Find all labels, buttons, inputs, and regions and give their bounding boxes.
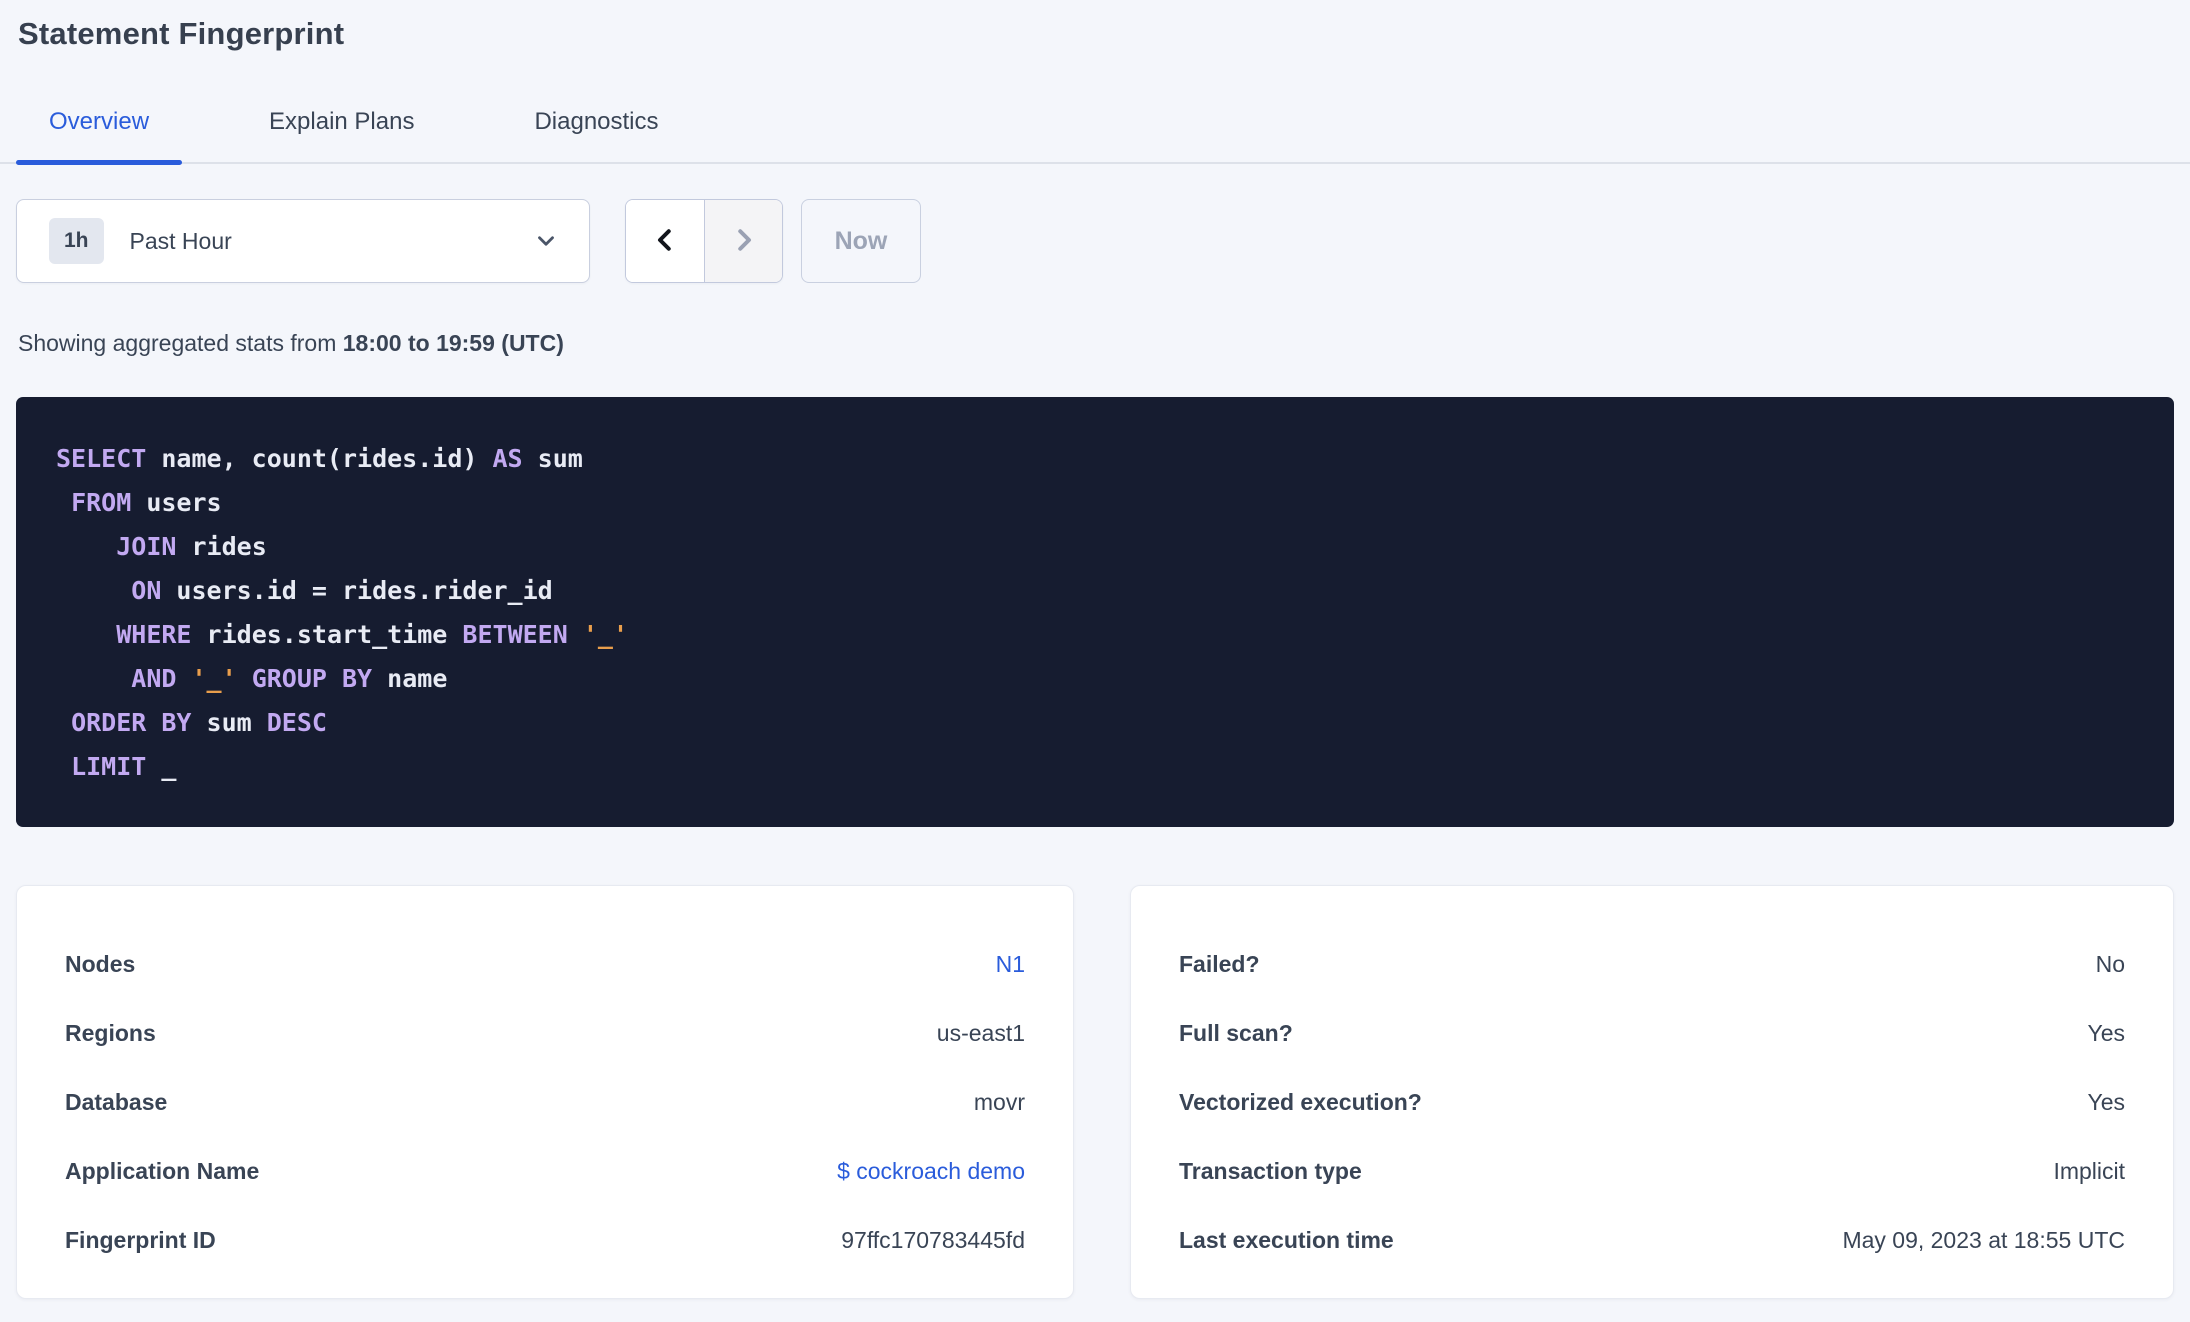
info-row-application-name: Application Name $ cockroach demo <box>65 1137 1025 1206</box>
info-label: Full scan? <box>1179 1020 1293 1046</box>
summary-cards: Nodes N1 Regions us-east1 Database movr Applic… <box>16 885 2174 1299</box>
code-line: SELECT name, count(rides.id) AS sum <box>56 444 583 473</box>
time-range-badge: 1h <box>49 218 104 264</box>
tab-explain-plans[interactable]: Explain Plans <box>269 108 415 135</box>
code-line: ON users.id = rides.rider_id <box>131 576 553 605</box>
info-value: Implicit <box>2053 1158 2125 1184</box>
chevron-left-icon <box>650 225 680 258</box>
time-range-select[interactable]: 1h Past Hour <box>16 199 590 283</box>
info-label: Regions <box>65 1020 156 1046</box>
info-value: No <box>2095 951 2125 977</box>
time-controls: 1h Past Hour <box>16 199 2190 283</box>
info-label: Transaction type <box>1179 1158 1362 1184</box>
tab-overview[interactable]: Overview <box>16 102 183 165</box>
sql-code-block: SELECT name, count(rides.id) AS sum FROM… <box>16 397 2174 827</box>
info-label: Nodes <box>65 951 136 977</box>
info-value: Yes <box>2087 1020 2125 1046</box>
info-row-regions: Regions us-east1 <box>65 999 1025 1068</box>
next-interval-button[interactable] <box>704 200 782 282</box>
info-label: Application Name <box>65 1158 260 1184</box>
info-row-vectorized-execution: Vectorized execution? Yes <box>1179 1068 2125 1137</box>
info-value: May 09, 2023 at 18:55 UTC <box>1842 1227 2125 1253</box>
code-line: LIMIT _ <box>71 752 177 781</box>
now-button[interactable]: Now <box>801 199 921 283</box>
info-label: Vectorized execution? <box>1179 1089 1422 1115</box>
code-line: JOIN rides <box>116 532 267 561</box>
code-line: FROM users <box>71 488 222 517</box>
code-line: ORDER BY sum DESC <box>71 708 327 737</box>
interval-arrow-group <box>625 199 783 283</box>
page-title: Statement Fingerprint <box>18 16 345 51</box>
summary-card-right: Failed? No Full scan? Yes Vectorized executi… <box>1130 885 2174 1299</box>
info-row-nodes: Nodes N1 <box>65 930 1025 999</box>
tab-diagnostics[interactable]: Diagnostics <box>534 108 659 135</box>
code-line: AND '_' GROUP BY name <box>131 664 448 693</box>
info-value: 97ffc170783445fd <box>841 1227 1025 1253</box>
info-label: Last execution time <box>1179 1227 1394 1253</box>
info-row-fingerprint-id: Fingerprint ID 97ffc170783445fd <box>65 1206 1025 1275</box>
chevron-down-icon <box>533 228 559 254</box>
tab-bar: Overview Explain Plans Diagnostics <box>0 102 2190 165</box>
info-label: Fingerprint ID <box>65 1227 216 1253</box>
info-row-last-execution-time: Last execution time May 09, 2023 at 18:55… <box>1179 1206 2125 1275</box>
summary-card-left: Nodes N1 Regions us-east1 Database movr Applic… <box>16 885 1074 1299</box>
info-row-full-scan: Full scan? Yes <box>1179 999 2125 1068</box>
info-value: us-east1 <box>936 1020 1025 1046</box>
info-label: Database <box>65 1089 168 1115</box>
info-value: Yes <box>2087 1089 2125 1115</box>
aggregated-stats-prefix: Showing aggregated stats from <box>18 330 343 356</box>
info-value: movr <box>973 1089 1025 1115</box>
aggregated-stats-range: 18:00 to 19:59 (UTC) <box>342 330 564 356</box>
time-range-label: Past Hour <box>129 227 232 254</box>
aggregated-stats-text: Showing aggregated stats from 18:00 to 1… <box>18 330 2190 357</box>
chevron-right-icon <box>729 225 759 258</box>
info-label: Failed? <box>1179 951 1260 977</box>
info-row-transaction-type: Transaction type Implicit <box>1179 1137 2125 1206</box>
info-value-link[interactable]: N1 <box>995 951 1025 977</box>
info-row-failed: Failed? No <box>1179 930 2125 999</box>
code-line: WHERE rides.start_time BETWEEN '_' <box>116 620 628 649</box>
info-value-link[interactable]: $ cockroach demo <box>837 1158 1025 1184</box>
prev-interval-button[interactable] <box>626 200 704 282</box>
info-row-database: Database movr <box>65 1068 1025 1137</box>
